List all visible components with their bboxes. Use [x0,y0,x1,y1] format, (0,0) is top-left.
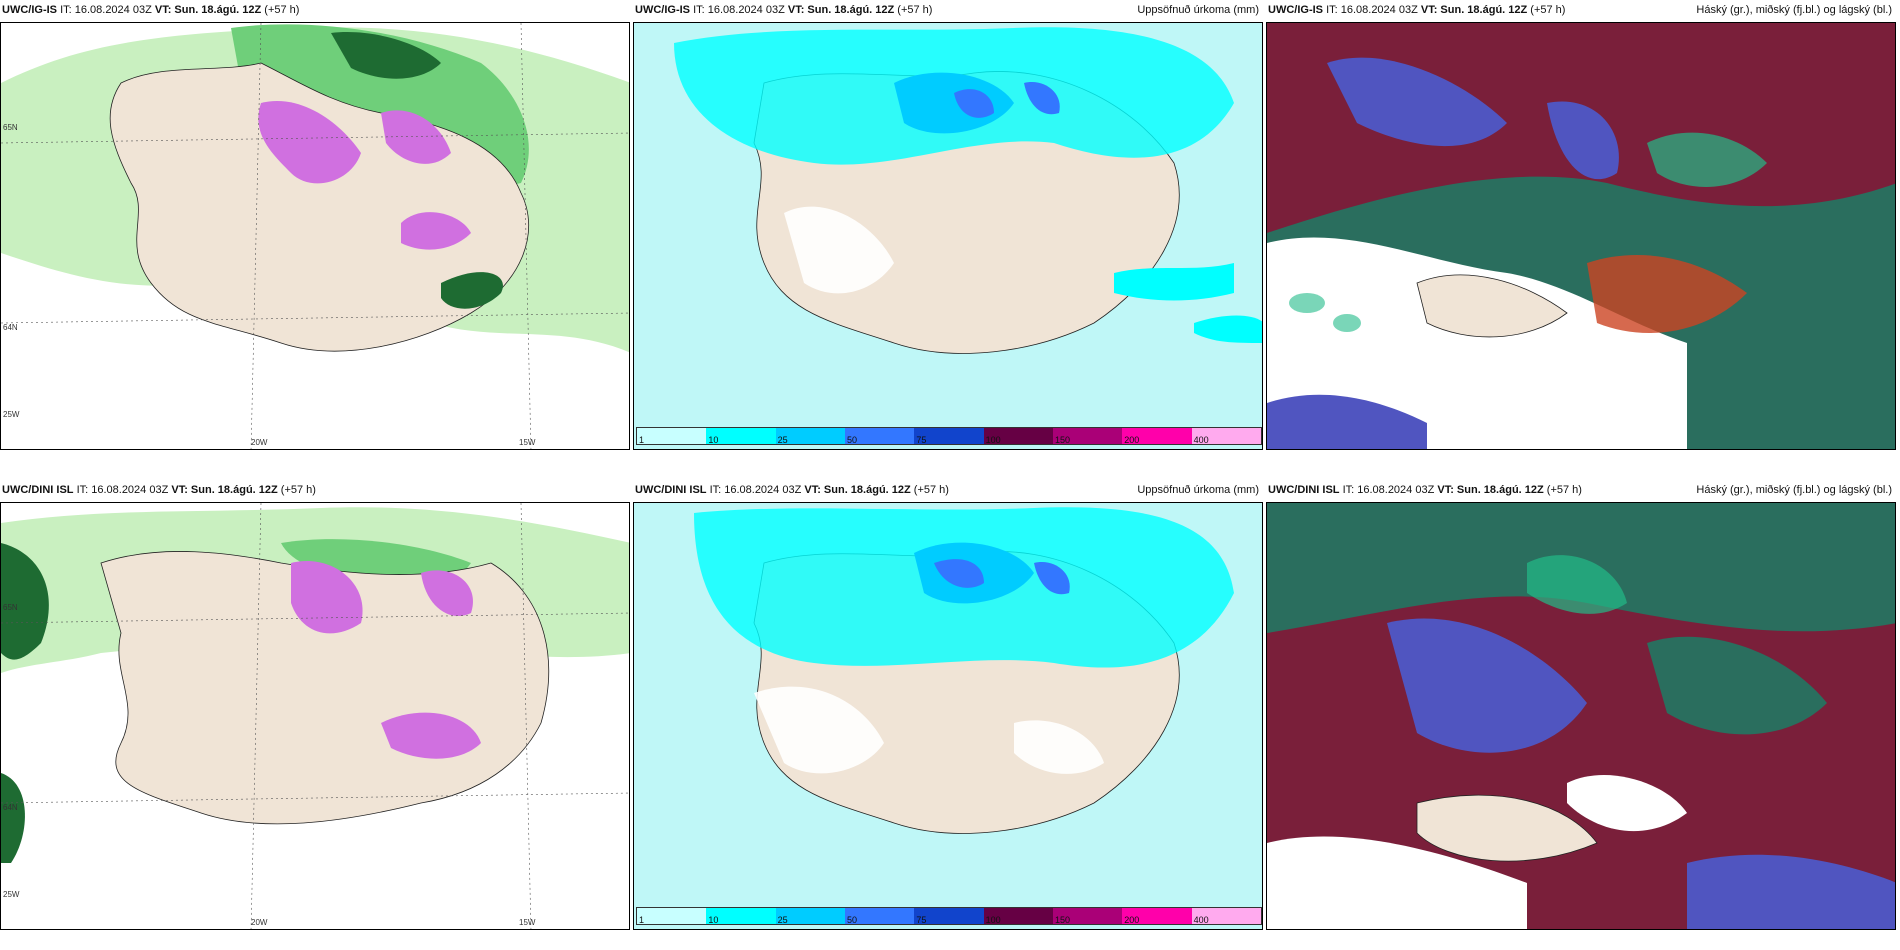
panel-ig-wind: UWC/IG-IS IT: 16.08.2024 03Z VT: Sun. 18… [0,0,630,450]
colorbar-cell: 200 [1122,908,1192,925]
colorbar-label: 50 [846,435,857,445]
colorbar-label: 200 [1124,915,1140,925]
colorbar-label: 10 [708,915,719,925]
panel-right-title: Uppsöfnuð úrkoma (mm) [1137,4,1259,16]
colorbar-label: 75 [916,915,927,925]
lon-label-20w: 20W [251,438,268,447]
lon-label-15w: 15W [519,438,536,447]
colorbar-label: 150 [1054,915,1070,925]
panel-title: UWC/IG-IS IT: 16.08.2024 03Z VT: Sun. 18… [2,4,300,16]
colorbar-cell: 25 [775,428,845,445]
panel-right-title: Uppsöfnuð úrkoma (mm) [1137,484,1259,496]
colorbar-cell: 25 [775,908,845,925]
panel-title: UWC/DINI ISL IT: 16.08.2024 03Z VT: Sun.… [1268,484,1582,496]
colorbar-label: 10 [708,435,719,445]
cloud-map-graphic [1267,503,1895,929]
colorbar-cell: 100 [983,908,1053,925]
colorbar-label: 25 [777,435,788,445]
cloud-map-graphic [1267,23,1895,449]
panel-title: UWC/DINI ISL IT: 16.08.2024 03Z VT: Sun.… [2,484,316,496]
lon-label-20w: 20W [251,918,268,927]
precip-map[interactable]: 1 10 25 50 75 100 150 200 400 [633,502,1263,930]
colorbar-label: 1 [639,915,645,925]
colorbar-label: 100 [985,435,1001,445]
colorbar-label: 75 [916,435,927,445]
precip-map-graphic [634,23,1262,449]
cloud-map[interactable] [1266,22,1896,450]
colorbar-label: 50 [846,915,857,925]
colorbar-label: 1 [639,435,645,445]
colorbar-cell: 50 [844,908,915,925]
lat-label-65n: 65N [3,603,18,612]
colorbar-cell: 50 [844,428,915,445]
lon-label-25w: 25W [3,410,20,419]
panel-title: UWC/DINI ISL IT: 16.08.2024 03Z VT: Sun.… [635,484,949,496]
precip-colorbar: 1 10 25 50 75 100 150 200 400 [636,907,1262,925]
colorbar-label: 150 [1054,435,1070,445]
colorbar-cell: 100 [983,428,1053,445]
colorbar-cell: 200 [1122,428,1192,445]
colorbar-cell: 1 [637,908,707,925]
colorbar-label: 400 [1193,915,1209,925]
lat-label-64n: 64N [3,803,18,812]
panel-title: UWC/IG-IS IT: 16.08.2024 03Z VT: Sun. 18… [635,4,933,16]
panel-ig-precip: UWC/IG-IS IT: 16.08.2024 03Z VT: Sun. 18… [633,0,1263,450]
wind-map-graphic [1,503,629,929]
lat-label-65n: 65N [3,123,18,132]
colorbar-label: 200 [1124,435,1140,445]
colorbar-cell: 75 [914,908,984,925]
cloud-map[interactable] [1266,502,1896,930]
panel-title: UWC/IG-IS IT: 16.08.2024 03Z VT: Sun. 18… [1268,4,1566,16]
lon-label-15w: 15W [519,918,536,927]
colorbar-cell: 150 [1052,428,1123,445]
colorbar-cell: 400 [1191,908,1261,925]
colorbar-cell: 150 [1052,908,1123,925]
wind-map-graphic [1,23,629,449]
wind-map[interactable]: 20W 15W 25W 65N 64N [0,22,630,450]
lon-label-25w: 25W [3,890,20,899]
colorbar-label: 400 [1193,435,1209,445]
colorbar-cell: 1 [637,428,707,445]
colorbar-cell: 75 [914,428,984,445]
colorbar-cell: 10 [706,428,776,445]
panel-dini-cloud: UWC/DINI ISL IT: 16.08.2024 03Z VT: Sun.… [1266,480,1896,930]
colorbar-label: 100 [985,915,1001,925]
panel-ig-cloud: UWC/IG-IS IT: 16.08.2024 03Z VT: Sun. 18… [1266,0,1896,450]
colorbar-cell: 400 [1191,428,1261,445]
precip-colorbar: 1 10 25 50 75 100 150 200 400 [636,427,1262,445]
panel-dini-precip: UWC/DINI ISL IT: 16.08.2024 03Z VT: Sun.… [633,480,1263,930]
panel-right-title: Háský (gr.), miðský (fj.bl.) og lágský (… [1696,4,1892,16]
precip-map-graphic [634,503,1262,929]
panel-right-title: Háský (gr.), miðský (fj.bl.) og lágský (… [1696,484,1892,496]
lat-label-64n: 64N [3,323,18,332]
precip-map[interactable]: 1 10 25 50 75 100 150 200 400 [633,22,1263,450]
colorbar-label: 25 [777,915,788,925]
panel-dini-wind: UWC/DINI ISL IT: 16.08.2024 03Z VT: Sun.… [0,480,630,930]
colorbar-cell: 10 [706,908,776,925]
wind-map[interactable]: 20W 15W 25W 65N 64N [0,502,630,930]
